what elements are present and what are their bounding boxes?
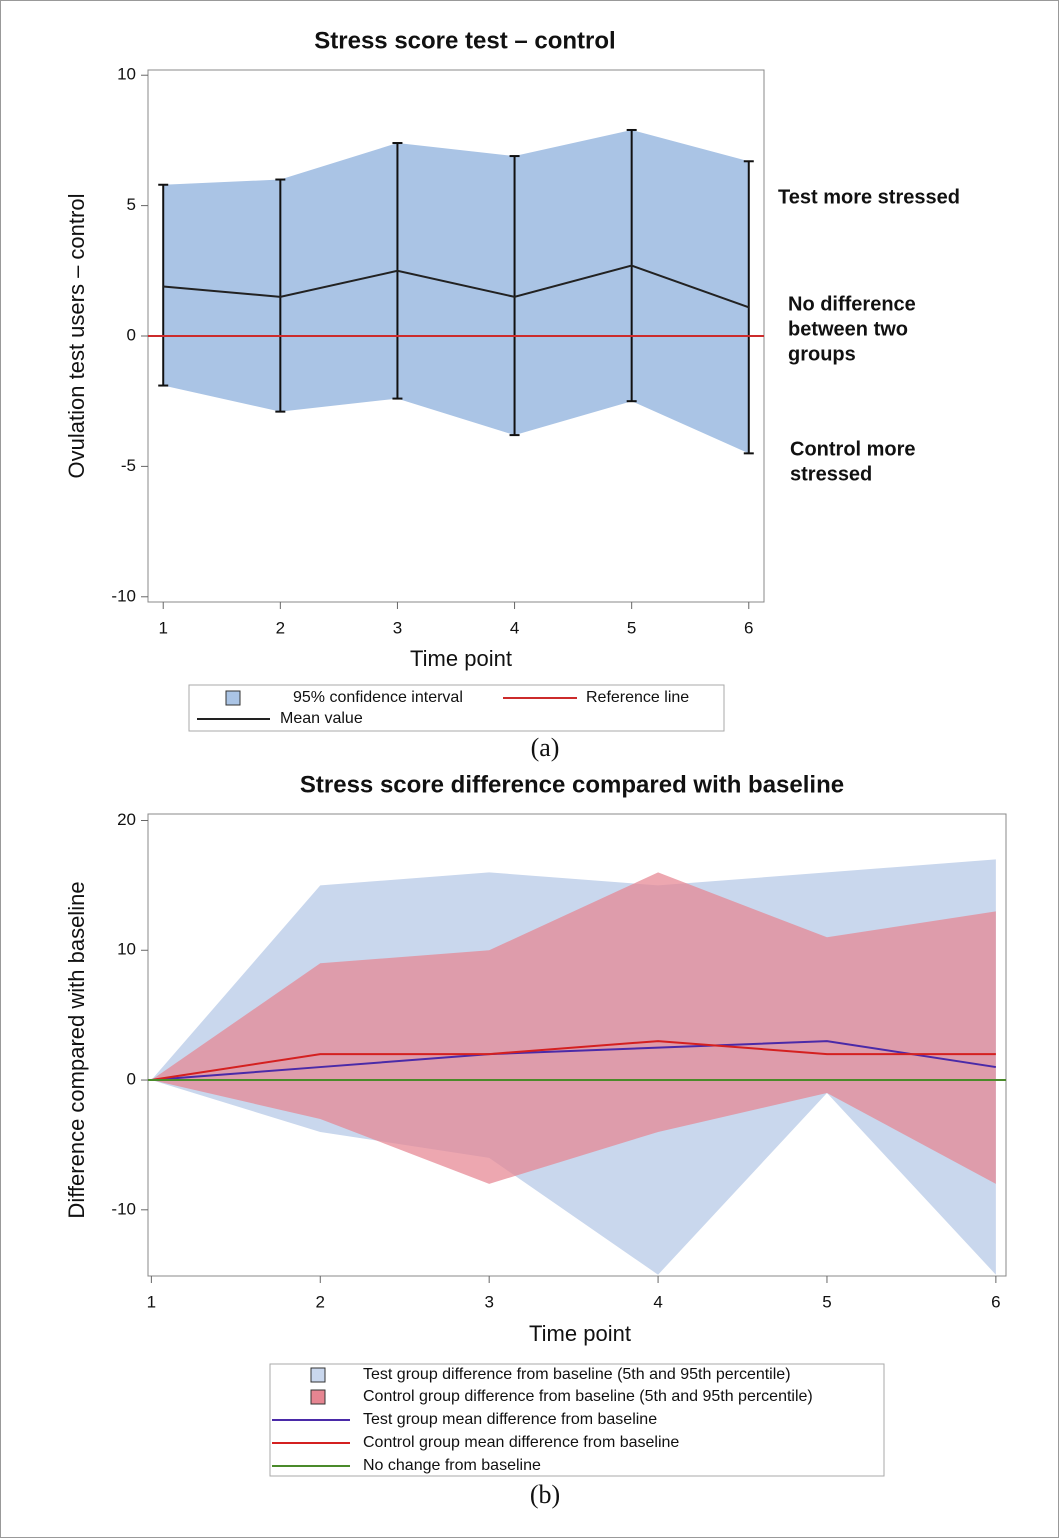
x-tick-label: 3 bbox=[393, 618, 402, 637]
y-tick-label: 5 bbox=[127, 195, 136, 214]
legend-label: No change from baseline bbox=[363, 1457, 541, 1474]
x-tick-label: 6 bbox=[991, 1292, 1000, 1311]
x-axis-title: Time point bbox=[529, 1321, 631, 1346]
y-tick-label: -5 bbox=[121, 456, 136, 475]
legend-label: Reference line bbox=[586, 689, 689, 706]
confidence-band bbox=[163, 129, 749, 454]
y-tick-label: -10 bbox=[111, 586, 136, 605]
mean-line bbox=[163, 264, 750, 309]
x-tick-label: 5 bbox=[627, 618, 636, 637]
legend-label: Test group mean difference from baseline bbox=[363, 1411, 657, 1428]
x-tick-label: 2 bbox=[276, 618, 285, 637]
x-tick-label: 4 bbox=[510, 618, 519, 637]
legend-label: Test group difference from baseline (5th… bbox=[363, 1366, 791, 1383]
y-tick-label: 10 bbox=[117, 65, 136, 84]
legend-box bbox=[188, 684, 725, 732]
plot-frame bbox=[147, 813, 1007, 1277]
annotation: No difference bbox=[788, 293, 916, 315]
legend-swatch bbox=[310, 1389, 326, 1405]
mean-line bbox=[151, 1040, 996, 1082]
legend-swatch bbox=[310, 1367, 326, 1383]
x-axis-title: Time point bbox=[410, 646, 512, 671]
y-tick-label: 0 bbox=[127, 325, 136, 344]
legend-label: Mean value bbox=[280, 710, 363, 727]
panel-label: (b) bbox=[530, 1480, 560, 1509]
y-tick-label: 10 bbox=[117, 940, 136, 959]
panel-label: (a) bbox=[531, 733, 560, 762]
y-tick-label: -10 bbox=[111, 1199, 136, 1218]
x-tick-label: 4 bbox=[653, 1292, 662, 1311]
confidence-band bbox=[151, 872, 996, 1184]
x-tick-label: 2 bbox=[316, 1292, 325, 1311]
chart-title: Stress score test – control bbox=[314, 27, 615, 54]
y-axis-title: Difference compared with baseline bbox=[64, 881, 89, 1218]
annotation: between two bbox=[788, 318, 908, 340]
legend-box bbox=[269, 1363, 885, 1477]
annotation: Control more bbox=[790, 438, 916, 460]
x-tick-label: 1 bbox=[147, 1292, 156, 1311]
annotation: groups bbox=[788, 343, 856, 365]
chart-title: Stress score difference compared with ba… bbox=[300, 771, 844, 798]
annotation: stressed bbox=[790, 463, 872, 485]
legend-label: Control group mean difference from basel… bbox=[363, 1434, 679, 1451]
y-tick-label: 0 bbox=[127, 1070, 136, 1089]
x-tick-label: 5 bbox=[822, 1292, 831, 1311]
x-tick-label: 3 bbox=[484, 1292, 493, 1311]
legend-label: Control group difference from baseline (… bbox=[363, 1388, 813, 1405]
x-tick-label: 1 bbox=[158, 618, 167, 637]
x-tick-label: 6 bbox=[744, 618, 753, 637]
mean-line bbox=[151, 1040, 997, 1082]
legend-swatch bbox=[225, 690, 241, 706]
legend-label: 95% confidence interval bbox=[293, 689, 463, 706]
y-tick-label: 20 bbox=[117, 810, 136, 829]
annotation: Test more stressed bbox=[778, 186, 960, 208]
y-axis-title: Ovulation test users – control bbox=[64, 194, 89, 479]
